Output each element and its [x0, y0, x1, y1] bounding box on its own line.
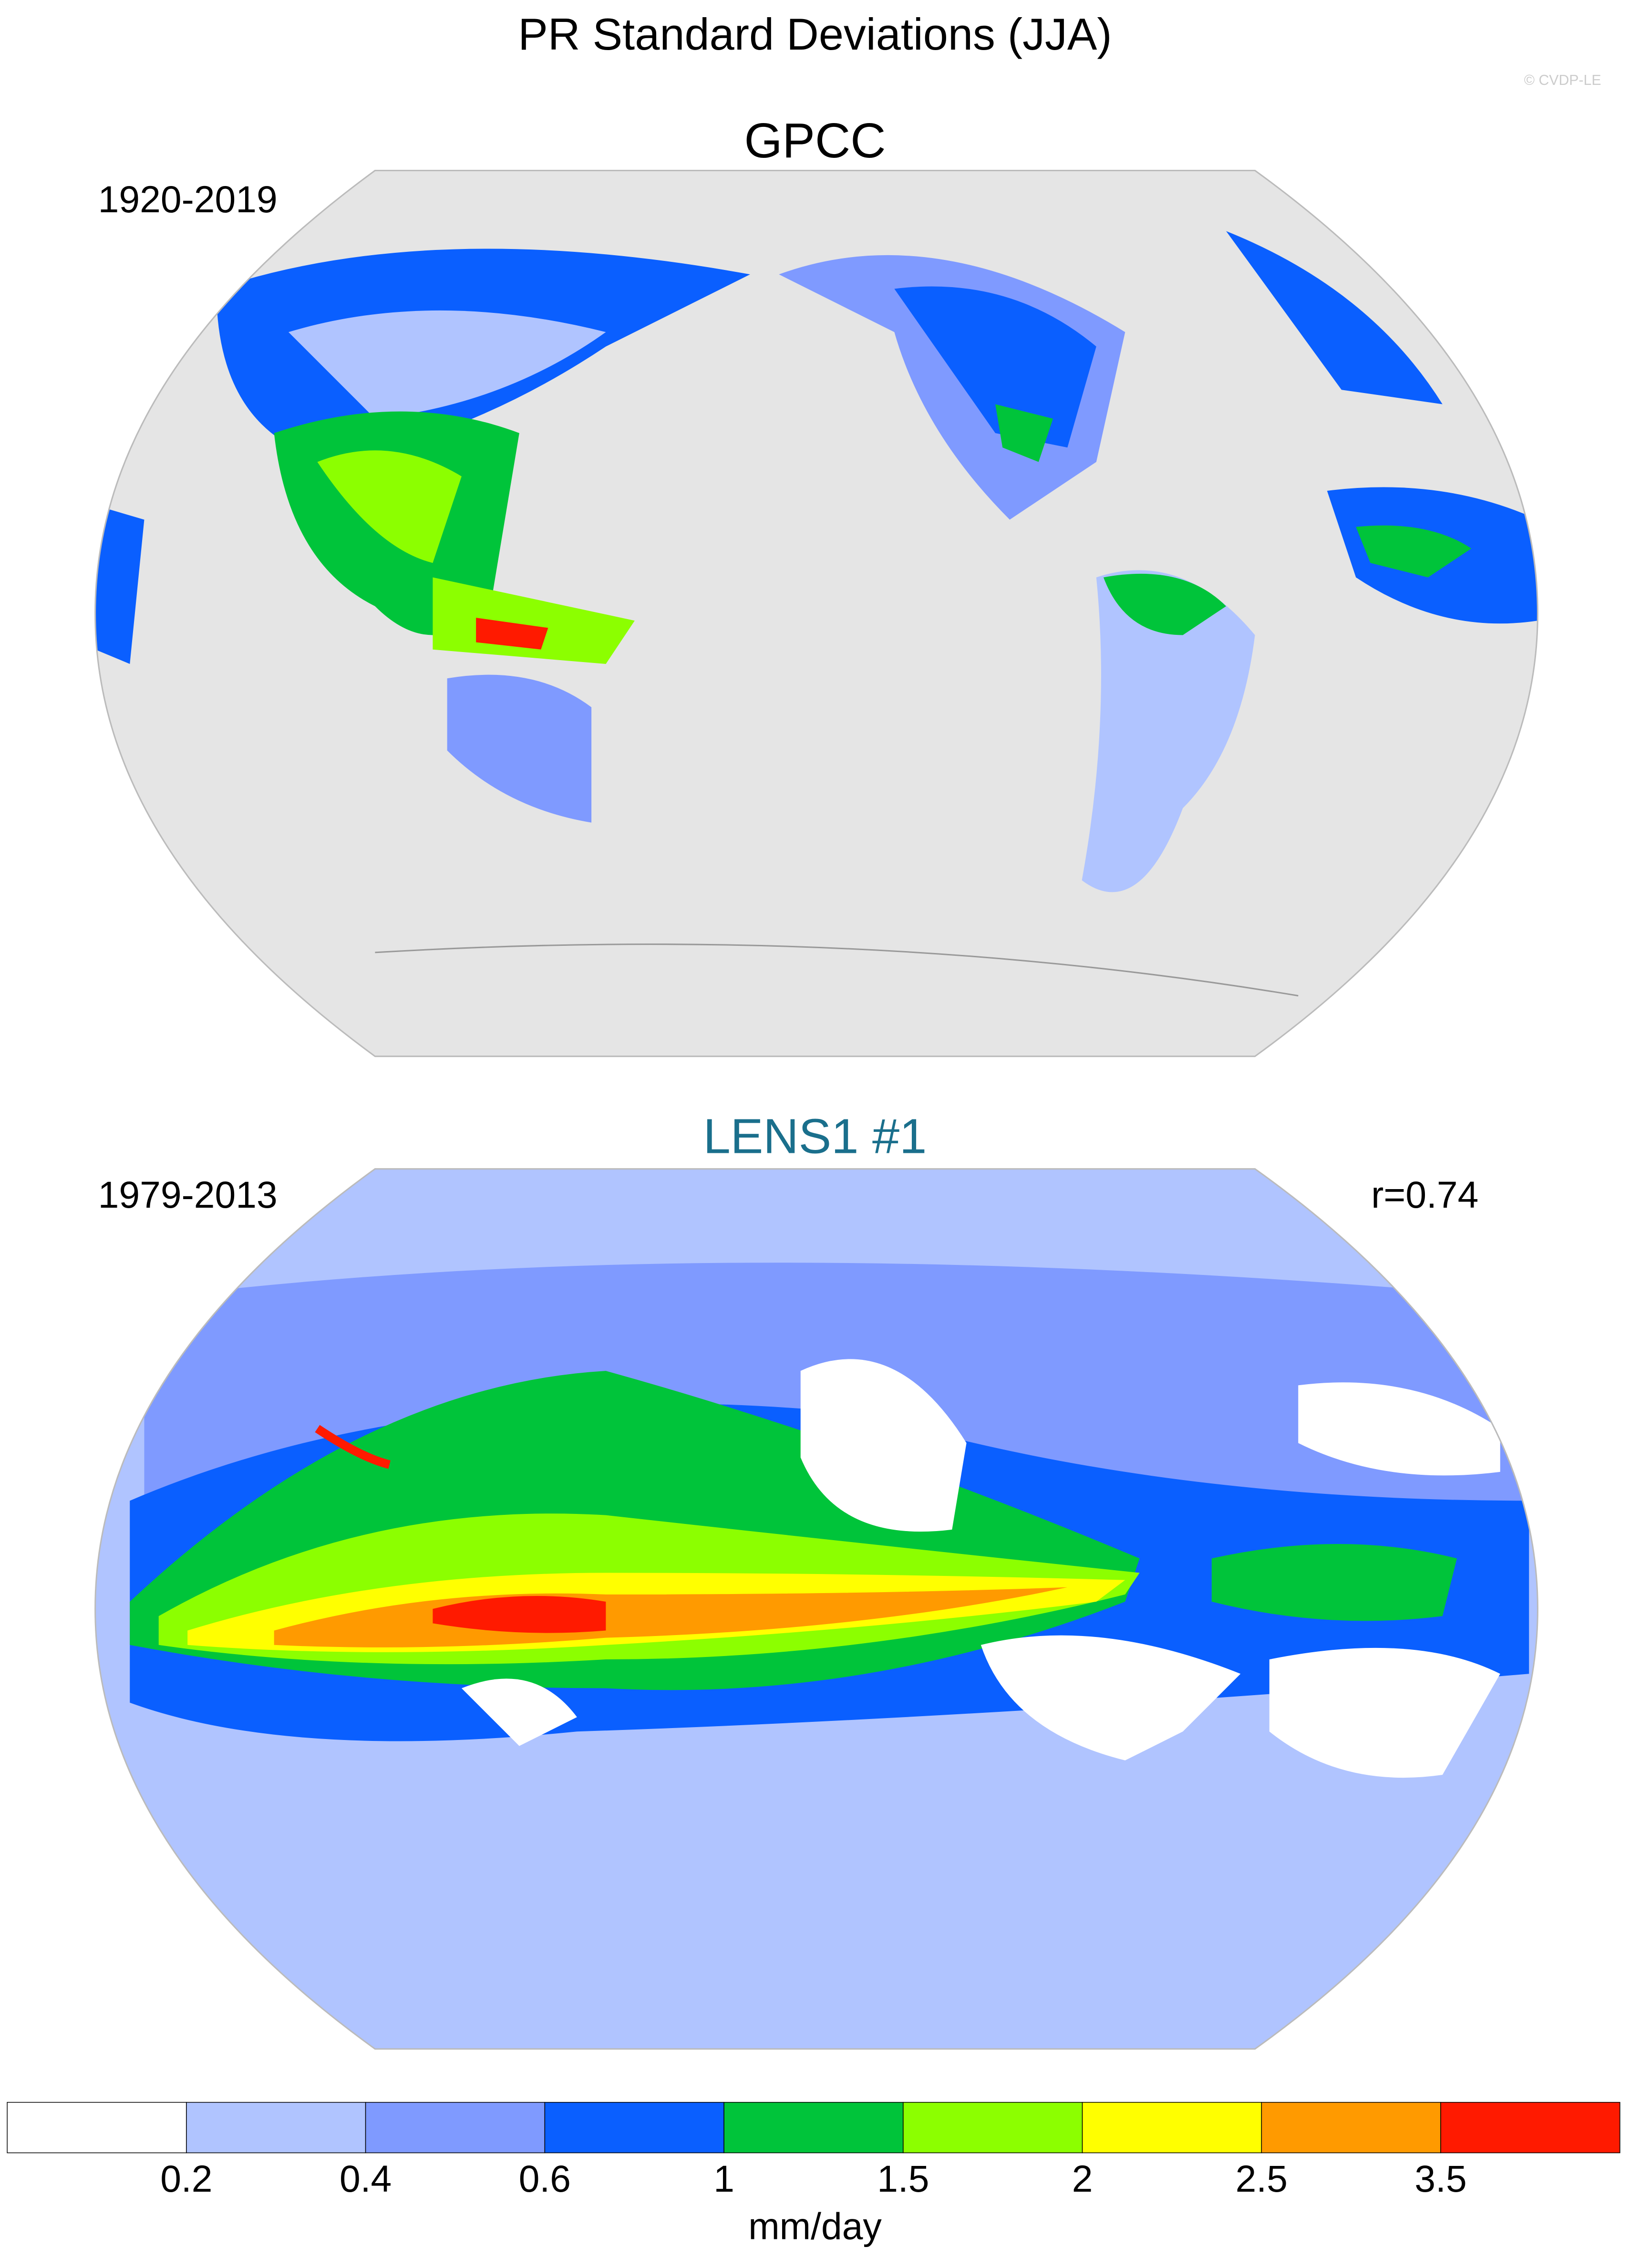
colorbar: 0.2 0.4 0.6 1 1.5 2 2.5 3.5: [7, 2102, 1620, 2200]
panel-period: 1979-2013: [98, 1174, 278, 1216]
panel-title: GPCC: [744, 113, 886, 168]
colorbar-units: mm/day: [748, 2206, 882, 2247]
colorbar-label: 1: [713, 2158, 734, 2200]
colorbar-box: [1082, 2102, 1262, 2154]
colorbar-box: [7, 2102, 187, 2154]
colorbar-box: [544, 2102, 724, 2154]
figure-title: PR Standard Deviations (JJA): [518, 9, 1112, 59]
map: [95, 1169, 1538, 2049]
colorbar-label: 2.5: [1236, 2158, 1288, 2200]
colorbar-label: 1.5: [877, 2158, 929, 2200]
map-border: [94, 169, 1538, 1057]
colorbar-label: 0.4: [340, 2158, 392, 2200]
watermark: © CVDP-LE: [1524, 72, 1601, 88]
colorbar-label: 0.2: [160, 2158, 212, 2200]
colorbar-box: [903, 2102, 1083, 2154]
map: [95, 170, 1538, 1056]
colorbar-box: [723, 2102, 904, 2154]
panel-correlation: r=0.74: [1371, 1174, 1478, 1216]
colorbar-label: 2: [1072, 2158, 1093, 2200]
colorbar-box: [1440, 2102, 1620, 2154]
colorbar-box: [365, 2102, 546, 2154]
colorbar-box: [186, 2102, 366, 2154]
colorbar-label: 3.5: [1414, 2158, 1466, 2200]
colorbar-label: 0.6: [519, 2158, 571, 2200]
panel-title: LENS1 #1: [703, 1108, 927, 1163]
colorbar-box: [1261, 2102, 1441, 2154]
panel-period: 1920-2019: [98, 178, 278, 220]
map-border: [94, 1168, 1538, 2050]
